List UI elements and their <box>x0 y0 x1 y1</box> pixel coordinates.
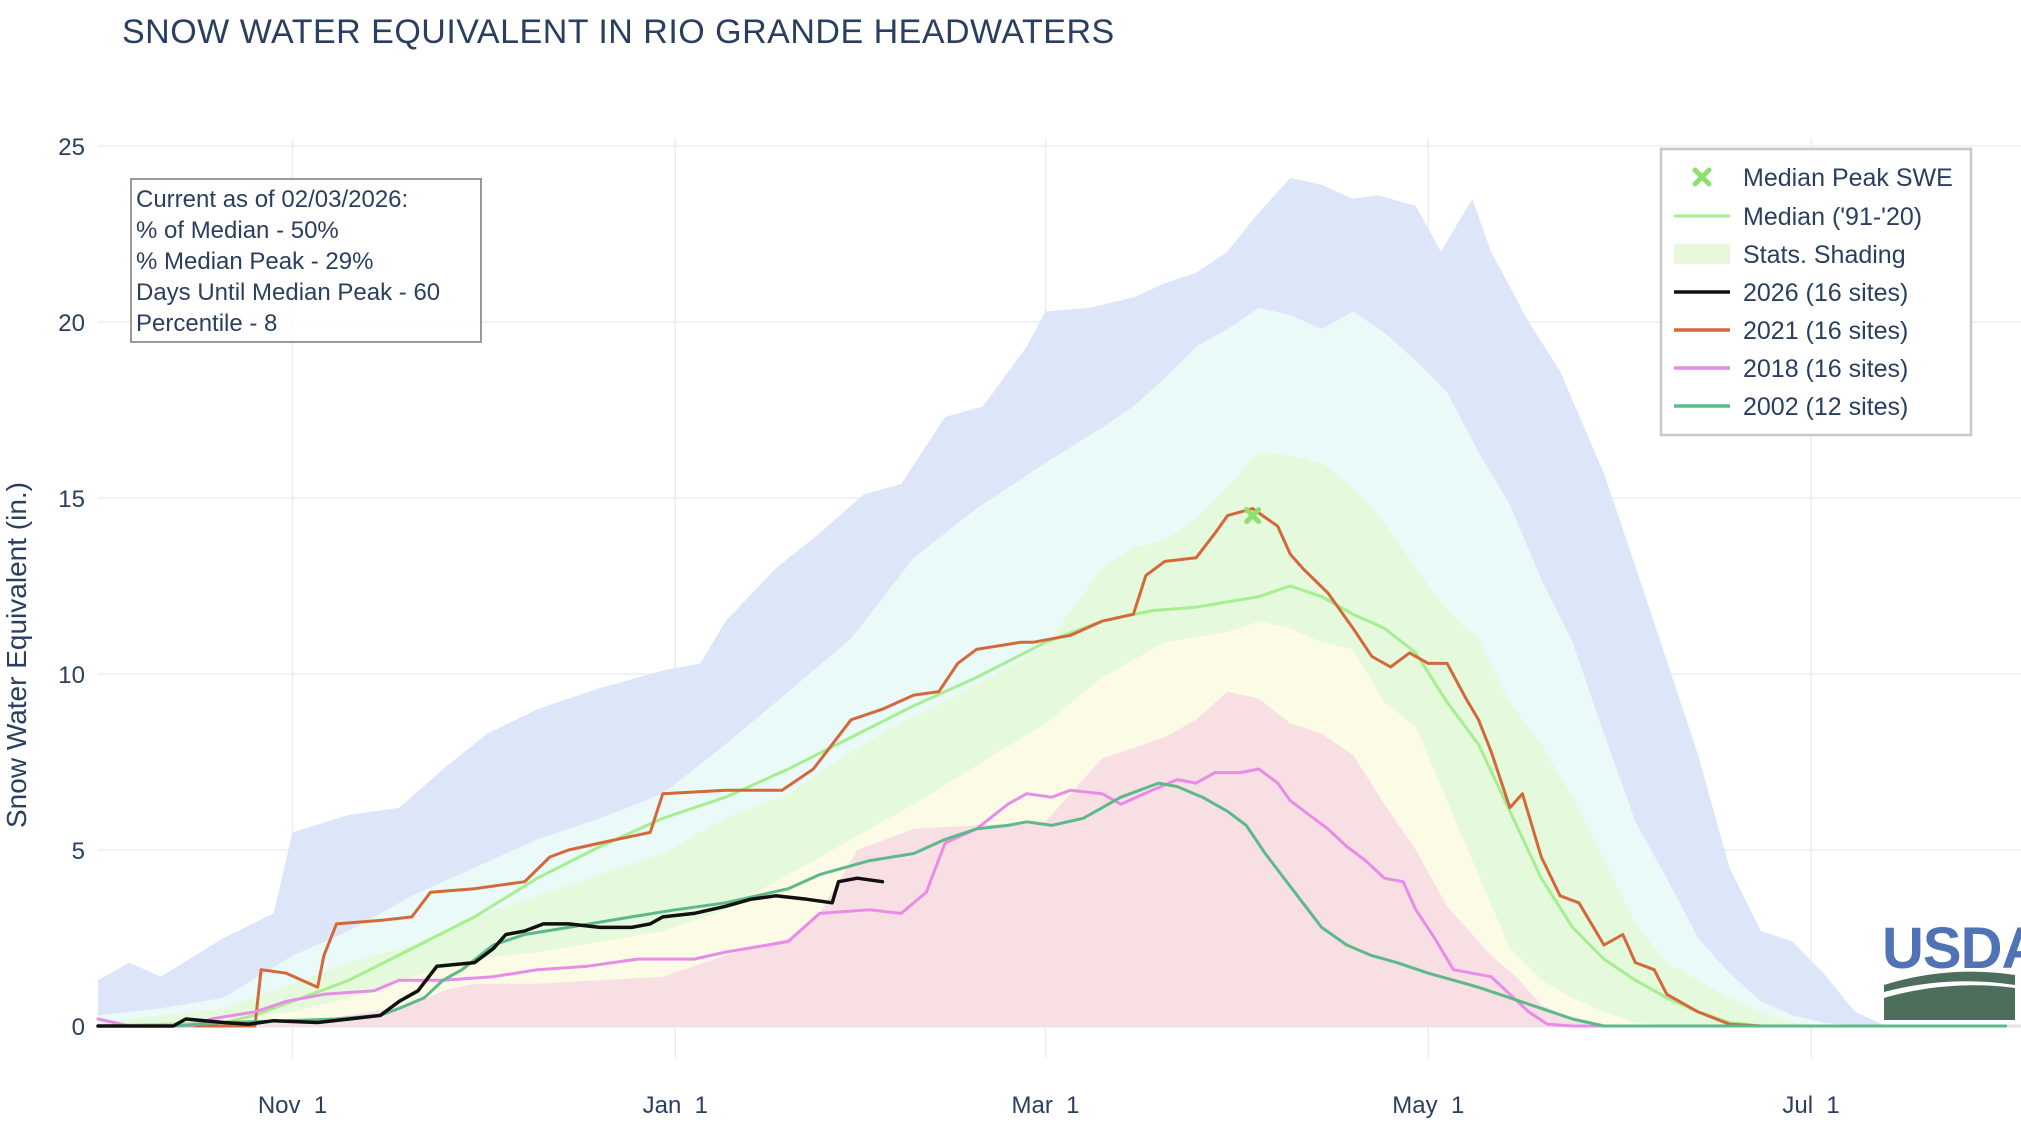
marker-layer <box>1244 507 1262 525</box>
x-marker-icon <box>1692 167 1712 187</box>
axis-ticks: 0 5 10 15 20 25 Nov 1 Jan 1 Mar 1 May 1 Jul 1 <box>58 134 1839 1119</box>
series-line-2026-16-sites <box>96 876 885 1028</box>
series-lines <box>96 507 2008 1028</box>
y-tick-label: 5 <box>72 838 85 865</box>
x-tick-label: Jan 1 <box>643 1092 708 1119</box>
legend-item[interactable]: 2002 (12 sites) <box>1674 393 1908 421</box>
info-line: % of Median - 50% <box>136 217 339 244</box>
usda-logo-wordmark: USDA <box>1882 916 2021 981</box>
x-tick-label: Mar 1 <box>1012 1092 1080 1119</box>
info-box: Current as of 02/03/2026: % of Median - … <box>130 178 482 343</box>
x-tick-label: Jul 1 <box>1782 1092 1839 1119</box>
info-box-frame <box>130 178 482 343</box>
x-tick-label: Nov 1 <box>258 1092 327 1119</box>
legend-item[interactable]: Stats. Shading <box>1674 241 1906 269</box>
legend-label: 2002 (12 sites) <box>1743 393 1908 421</box>
y-tick-label: 20 <box>58 310 85 337</box>
info-line: Current as of 02/03/2026: <box>136 186 408 213</box>
x-tick-label: May 1 <box>1392 1092 1464 1119</box>
legend-item[interactable]: 2018 (16 sites) <box>1674 355 1908 383</box>
legend-label: 2021 (16 sites) <box>1743 317 1908 345</box>
legend-item[interactable]: Median Peak SWE <box>1692 164 1953 192</box>
legend-item[interactable]: Median ('91-'20) <box>1674 203 1922 231</box>
legend-item[interactable]: 2026 (16 sites) <box>1674 279 1908 307</box>
usda-logo: USDA <box>1882 916 2021 1020</box>
series-line-median-91-20 <box>96 584 2008 1028</box>
y-tick-label: 15 <box>58 486 85 513</box>
fill-swatch-icon <box>1674 244 1730 264</box>
series-line-2002-12-sites <box>96 781 2008 1028</box>
y-tick-label: 25 <box>58 134 85 161</box>
usda-logo-stripe <box>1884 971 2015 992</box>
band-p10 <box>98 691 2006 1026</box>
info-line: % Median Peak - 29% <box>136 248 373 275</box>
series-line-2018-16-sites <box>96 767 2008 1028</box>
legend-label: 2018 (16 sites) <box>1743 355 1908 383</box>
legend-label: 2026 (16 sites) <box>1743 279 1908 307</box>
info-line: Percentile - 8 <box>136 310 277 337</box>
series-line-2021-16-sites <box>96 507 2008 1028</box>
y-axis-title: Snow Water Equivalent (in.) <box>1 482 32 828</box>
median-peak-marker <box>1244 507 1262 525</box>
usda-logo-field <box>1884 985 2015 1020</box>
legend-label: Median Peak SWE <box>1743 164 1953 192</box>
y-tick-label: 0 <box>72 1014 85 1041</box>
chart-title: SNOW WATER EQUIVALENT IN RIO GRANDE HEAD… <box>122 13 1115 51</box>
legend-label: Stats. Shading <box>1743 241 1906 269</box>
legend-label: Median ('91-'20) <box>1743 203 1922 231</box>
y-tick-label: 10 <box>58 662 85 689</box>
info-line: Days Until Median Peak - 60 <box>136 279 440 306</box>
legend-item[interactable]: 2021 (16 sites) <box>1674 317 1908 345</box>
legend: Median Peak SWE Median ('91-'20) Stats. … <box>1659 147 1973 437</box>
